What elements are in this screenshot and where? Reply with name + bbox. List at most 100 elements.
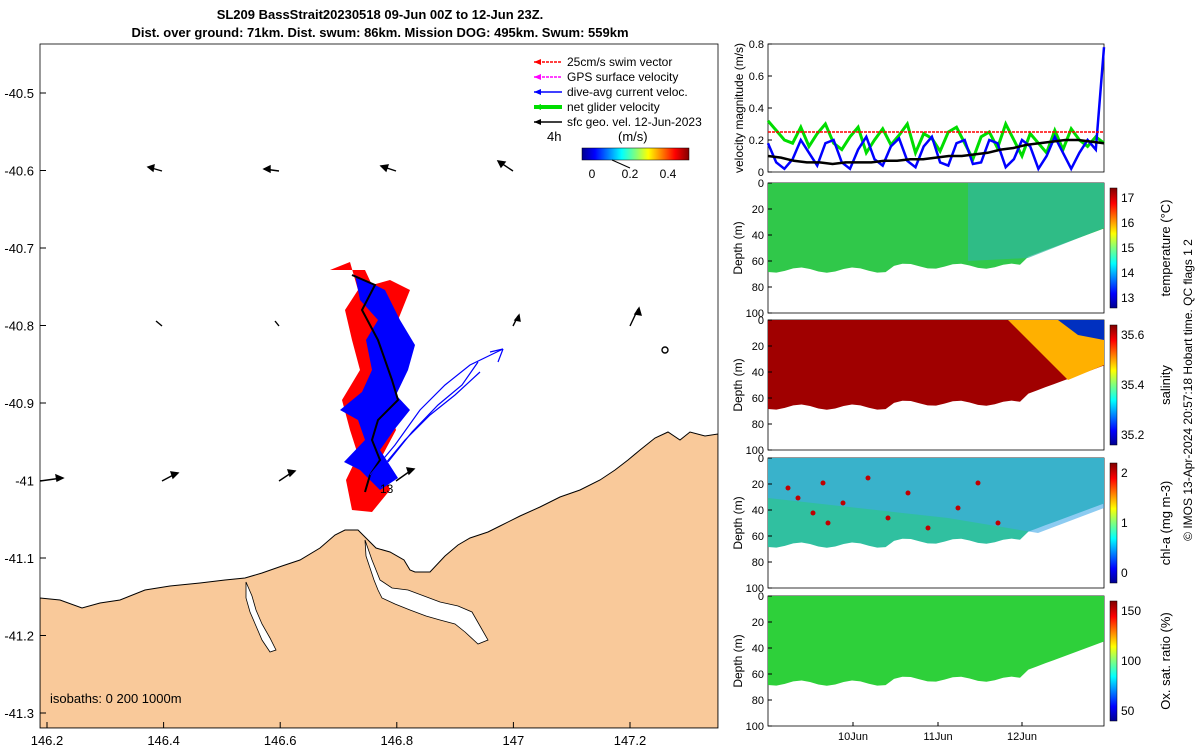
track-day-label: 13 <box>380 482 394 496</box>
map-x-tick-label: 147.2 <box>614 733 647 748</box>
profile-colorbar <box>1109 324 1118 446</box>
profile-y-tick-label: 20 <box>752 204 764 216</box>
map-x-tick-label: 146.8 <box>381 733 414 748</box>
profile-colorbar-tick: 13 <box>1121 291 1135 305</box>
profile-y-tick-label: 100 <box>746 308 764 320</box>
profile-colorbar <box>1109 462 1118 584</box>
legend-arrowhead <box>534 74 541 80</box>
chl-spot <box>810 510 816 516</box>
chl-spot <box>785 485 791 491</box>
current-arrow-3 <box>387 361 479 463</box>
profile-low-chl <box>768 458 1104 533</box>
chl-spot <box>795 495 801 501</box>
map-y-tick-label: -41.1 <box>4 551 34 566</box>
profile-colorbar-tick: 1 <box>1121 516 1128 530</box>
profile-x-tick-label: 10Jun <box>838 731 868 743</box>
map-y-tick-label: -40.6 <box>4 164 34 179</box>
profile-y-tick-label: 40 <box>752 230 764 242</box>
velocity-y-tick-label: 0.4 <box>749 103 764 115</box>
profile-data-field <box>768 596 1104 686</box>
profile-colorbar-tick: 15 <box>1121 241 1135 255</box>
profile-x-tick-label: 12Jun <box>1007 731 1037 743</box>
map-y-tick-label: -41.2 <box>4 629 34 644</box>
velocity-series <box>766 47 1106 172</box>
velocity-panel: 0 0.2 0.4 0.6 0.8 velocity magnitude (m/s) <box>732 39 1106 179</box>
speed-colorbar <box>581 147 690 161</box>
map-x-tick-label: 146.6 <box>264 733 297 748</box>
chl-spot <box>820 480 826 486</box>
map-x-tick-label: 146.4 <box>147 733 180 748</box>
map-y-axis: -40.5 -40.6 -40.7 -40.8 -40.9 -41 -41.1 -41.2 -4… <box>4 86 46 721</box>
profile-colorbar-tick: 35.4 <box>1121 378 1145 392</box>
velocity-ylabel: velocity magnitude (m/s) <box>732 43 746 173</box>
legend-label: dive-avg current veloc. <box>567 85 688 99</box>
velocity-y-tick-label: 0 <box>758 167 764 179</box>
profile-y-tick-label: 20 <box>752 617 764 629</box>
profile-y-tick-label: 0 <box>758 315 764 327</box>
legend-label: GPS surface velocity <box>567 70 678 84</box>
profile-colorbar <box>1109 600 1118 722</box>
chl-spot <box>955 505 961 511</box>
current-arrowhead <box>489 348 504 363</box>
profile-y-tick-label: 80 <box>752 557 764 569</box>
profile-y-tick-label: 20 <box>752 479 764 491</box>
map-y-tick-label: -41.3 <box>4 706 34 721</box>
profile-colorbar-tick: 0 <box>1121 566 1128 580</box>
chl-spot <box>840 500 846 506</box>
profile-colorbar-tick: 16 <box>1121 216 1135 230</box>
profile-y-tick-label: 60 <box>752 393 764 405</box>
legend-label: 25cm/s swim vector <box>567 55 672 69</box>
profile-colorbar-tick: 35.6 <box>1121 328 1145 342</box>
map-y-tick-label: -40.8 <box>4 319 34 334</box>
profile-y-tick-label: 40 <box>752 367 764 379</box>
profile-colorbar-tick: 17 <box>1121 191 1135 205</box>
profile-y-tick-label: 100 <box>746 583 764 595</box>
chl-spot <box>975 480 981 486</box>
velocity-y-tick-label: 0.2 <box>749 135 764 147</box>
profile-panel-oxy: 0 20 40 60 80 100 Depth (m) 50 100 150 Ox. sat. ra… <box>731 591 1173 743</box>
map-panel: 13 -40.5 -40.6 -40.7 -40.8 -40.9 -41 -41.1 -41.… <box>4 43 719 748</box>
velocity-y-tick-label: 0.6 <box>749 71 764 83</box>
profile-fresh-core <box>1058 320 1104 340</box>
profile-panel-temp: 0 20 40 60 80 100 Depth (m) 13 14 15 16 17 temperatu… <box>731 178 1173 320</box>
map-y-tick-label: -40.7 <box>4 241 34 256</box>
map-x-tick-label: 147 <box>503 733 525 748</box>
legend-arrowhead <box>534 119 541 125</box>
map-y-tick-label: -40.9 <box>4 396 34 411</box>
profile-x-tick-label: 11Jun <box>923 731 952 743</box>
map-y-tick-label: -40.5 <box>4 86 34 101</box>
profile-y-tick-label: 0 <box>758 178 764 190</box>
colorbar-tick: 0.2 <box>622 167 639 181</box>
colorbar-tick: 0.4 <box>660 167 677 181</box>
profile-y-tick-label: 80 <box>752 419 764 431</box>
profile-colorbar-tick: 150 <box>1121 604 1141 618</box>
map-frame <box>39 43 719 729</box>
estuary <box>364 539 489 645</box>
glider-track <box>330 262 504 512</box>
figure-title-line1: SL209 BassStrait20230518 09-Jun 00Z to 1… <box>216 7 544 22</box>
velocity-y-axis: 0 0.2 0.4 0.6 0.8 <box>749 39 772 179</box>
time-label: 4h <box>547 129 561 144</box>
profile-panel-sal: 0 20 40 60 80 100 Depth (m) 35.2 35.4 35.6 salinit… <box>731 315 1173 457</box>
chl-spot <box>865 475 871 481</box>
profile-ylabel: Depth (m) <box>731 358 745 411</box>
profile-colorbar-tick: 2 <box>1121 466 1128 480</box>
profile-colorbar <box>1109 187 1118 309</box>
profile-y-tick-label: 60 <box>752 531 764 543</box>
colorbar-unit: (m/s) <box>618 129 648 144</box>
profile-ylabel: Depth (m) <box>731 634 745 687</box>
profile-y-tick-label: 80 <box>752 282 764 294</box>
current-arrow-1 <box>369 348 504 476</box>
copyright-note: © IMOS 13-Apr-2024 20:57:18 Hobart time.… <box>1181 239 1195 541</box>
profile-data-field <box>768 320 1104 410</box>
colorbar-pointer <box>611 159 631 169</box>
legend-arrowhead <box>534 104 541 110</box>
profile-ylabel: Depth (m) <box>731 221 745 274</box>
chl-spot <box>905 490 911 496</box>
chl-spot <box>995 520 1001 526</box>
current-vector-cluster <box>340 275 415 490</box>
colorbar-tick: 0 <box>589 167 596 181</box>
legend-label: sfc geo. vel. 12-Jun-2023 <box>567 115 702 129</box>
profile-y-tick-label: 60 <box>752 256 764 268</box>
